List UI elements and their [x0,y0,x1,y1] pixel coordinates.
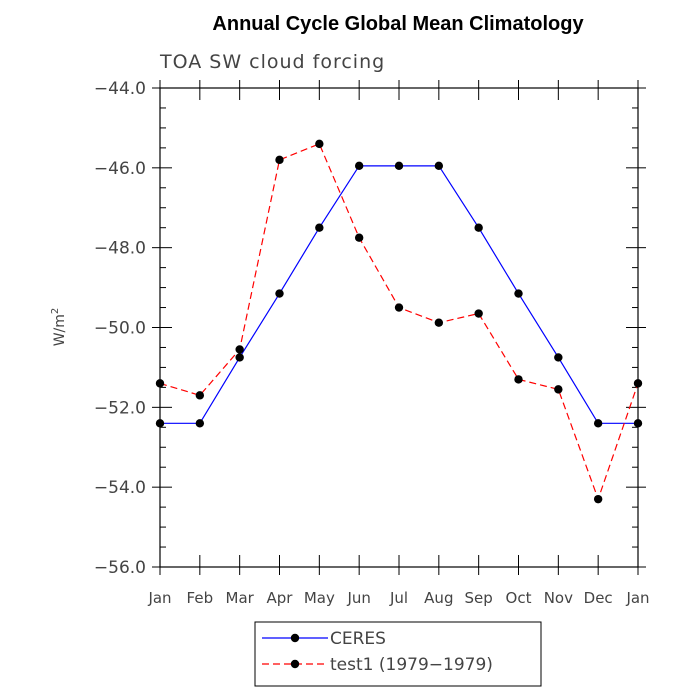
series-1-point [554,385,563,394]
series-1-point [155,379,165,388]
x-tick-label: Jan [147,589,171,607]
y-tick-label: −56.0 [94,558,146,578]
series-0-point [275,289,284,298]
series-1-point [593,494,603,504]
series-0-point [514,289,523,298]
series-1-point [275,155,284,165]
series-0-point [474,223,483,232]
legend-label-1: test1 (1979−1979) [330,655,493,675]
y-axis-label-text: W/m [52,314,68,346]
series-1-point [195,391,205,400]
plot-axes [159,87,639,568]
series-0-point [593,419,603,428]
series-1-point [474,309,483,318]
x-tick-label: Aug [424,589,453,607]
x-tick-label: Apr [267,589,294,607]
series-1-point [514,375,523,384]
series-0-point [394,161,404,171]
chart-title: Annual Cycle Global Mean Climatology [212,13,584,35]
series-1-point [394,303,404,312]
series-1-point [315,139,324,149]
series-1-point [235,345,244,354]
legend: CERES test1 (1979−1979) [254,621,542,687]
series-1-point [354,233,364,242]
series-0-point [195,419,205,428]
series-line-1 [159,143,639,501]
series-0-point [434,161,444,171]
y-tick-label: −52.0 [94,398,146,418]
plot-frame [159,87,639,568]
y-tick-label: −46.0 [94,159,146,179]
series-group [155,139,643,504]
series-0-point [155,419,165,428]
x-axis-ticks: Jan Feb Mar Apr May Jun Jul Aug Sep Oct Nov Dec Jan [147,80,650,607]
series-line-0 [160,165,638,424]
x-tick-label: Oct [506,589,532,607]
series-0-point [315,223,324,232]
y-axis-label: W/m2 [50,308,68,347]
y-tick-label: −44.0 [94,79,146,99]
legend-label-0: CERES [330,629,386,649]
x-tick-label: Jan [625,589,649,607]
y-axis-ticks: −56.0 −54.0 −52.0 −50.0 −48.0 −46.0 −44.0 [94,79,646,578]
y-tick-label: −48.0 [94,239,146,259]
x-tick-label: Jul [389,589,408,607]
series-1-point [434,318,444,327]
x-tick-label: Dec [584,589,613,607]
y-tick-label: −54.0 [94,478,146,498]
series-1-point [633,379,643,388]
series-0-point [633,419,643,428]
x-tick-label: Sep [465,589,493,607]
y-axis-label-superscript: 2 [50,308,61,314]
x-tick-label: May [304,589,335,607]
x-tick-label: Nov [544,589,573,607]
legend-box [254,621,542,687]
y-tick-label: −50.0 [94,319,146,339]
legend-marker-1 [290,659,300,669]
x-tick-label: Feb [187,589,214,607]
series-0-point [354,161,364,171]
x-tick-label: Jun [346,589,370,607]
legend-marker-0 [290,633,300,643]
chart-subtitle: TOA SW cloud forcing [159,51,385,73]
series-0-point [554,353,563,362]
series-0-point [235,353,244,362]
x-tick-label: Mar [226,589,255,607]
